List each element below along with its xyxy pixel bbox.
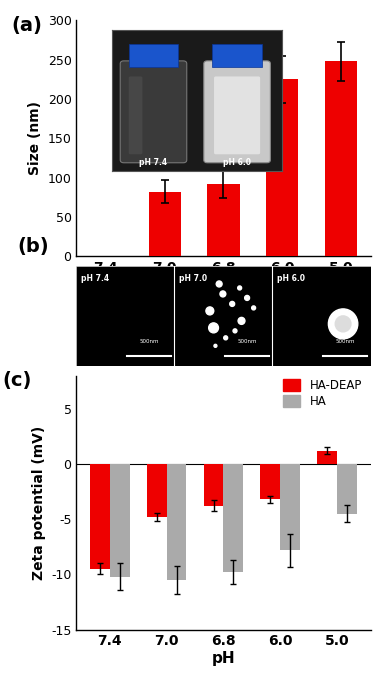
Bar xyxy=(207,184,240,256)
Bar xyxy=(325,61,357,256)
Circle shape xyxy=(230,301,235,307)
Circle shape xyxy=(238,318,245,324)
Bar xyxy=(223,464,243,572)
Circle shape xyxy=(252,306,256,310)
Bar xyxy=(266,79,298,256)
Circle shape xyxy=(238,286,241,290)
Text: (b): (b) xyxy=(18,237,49,256)
Legend: HA-DEAP, HA: HA-DEAP, HA xyxy=(280,376,365,411)
Circle shape xyxy=(206,307,214,315)
X-axis label: pH: pH xyxy=(212,651,235,666)
Circle shape xyxy=(233,329,237,333)
Bar xyxy=(147,464,167,517)
Text: (c): (c) xyxy=(3,370,32,389)
Circle shape xyxy=(209,323,219,333)
Bar xyxy=(149,192,181,256)
Text: pH 7.4: pH 7.4 xyxy=(81,274,109,283)
Circle shape xyxy=(216,281,222,287)
Text: 500nm: 500nm xyxy=(237,338,257,344)
Circle shape xyxy=(335,316,351,332)
Y-axis label: Zeta potential (mV): Zeta potential (mV) xyxy=(32,425,45,580)
Circle shape xyxy=(329,309,358,339)
Bar xyxy=(317,451,337,464)
Circle shape xyxy=(224,336,228,340)
Bar xyxy=(337,464,357,514)
Text: 500nm: 500nm xyxy=(139,338,159,344)
Circle shape xyxy=(220,291,226,297)
Bar xyxy=(261,464,280,500)
Y-axis label: Size (nm): Size (nm) xyxy=(28,102,42,175)
Text: 500nm: 500nm xyxy=(335,338,355,344)
Bar xyxy=(90,464,110,569)
Bar xyxy=(167,464,186,580)
Circle shape xyxy=(214,345,217,347)
X-axis label: pH: pH xyxy=(212,278,235,293)
Text: pH 6.0: pH 6.0 xyxy=(277,274,305,283)
Bar xyxy=(204,464,223,506)
Bar xyxy=(280,464,300,550)
Text: pH 7.0: pH 7.0 xyxy=(180,274,211,283)
Circle shape xyxy=(244,295,249,301)
Bar xyxy=(110,464,129,577)
Text: (a): (a) xyxy=(12,16,42,35)
